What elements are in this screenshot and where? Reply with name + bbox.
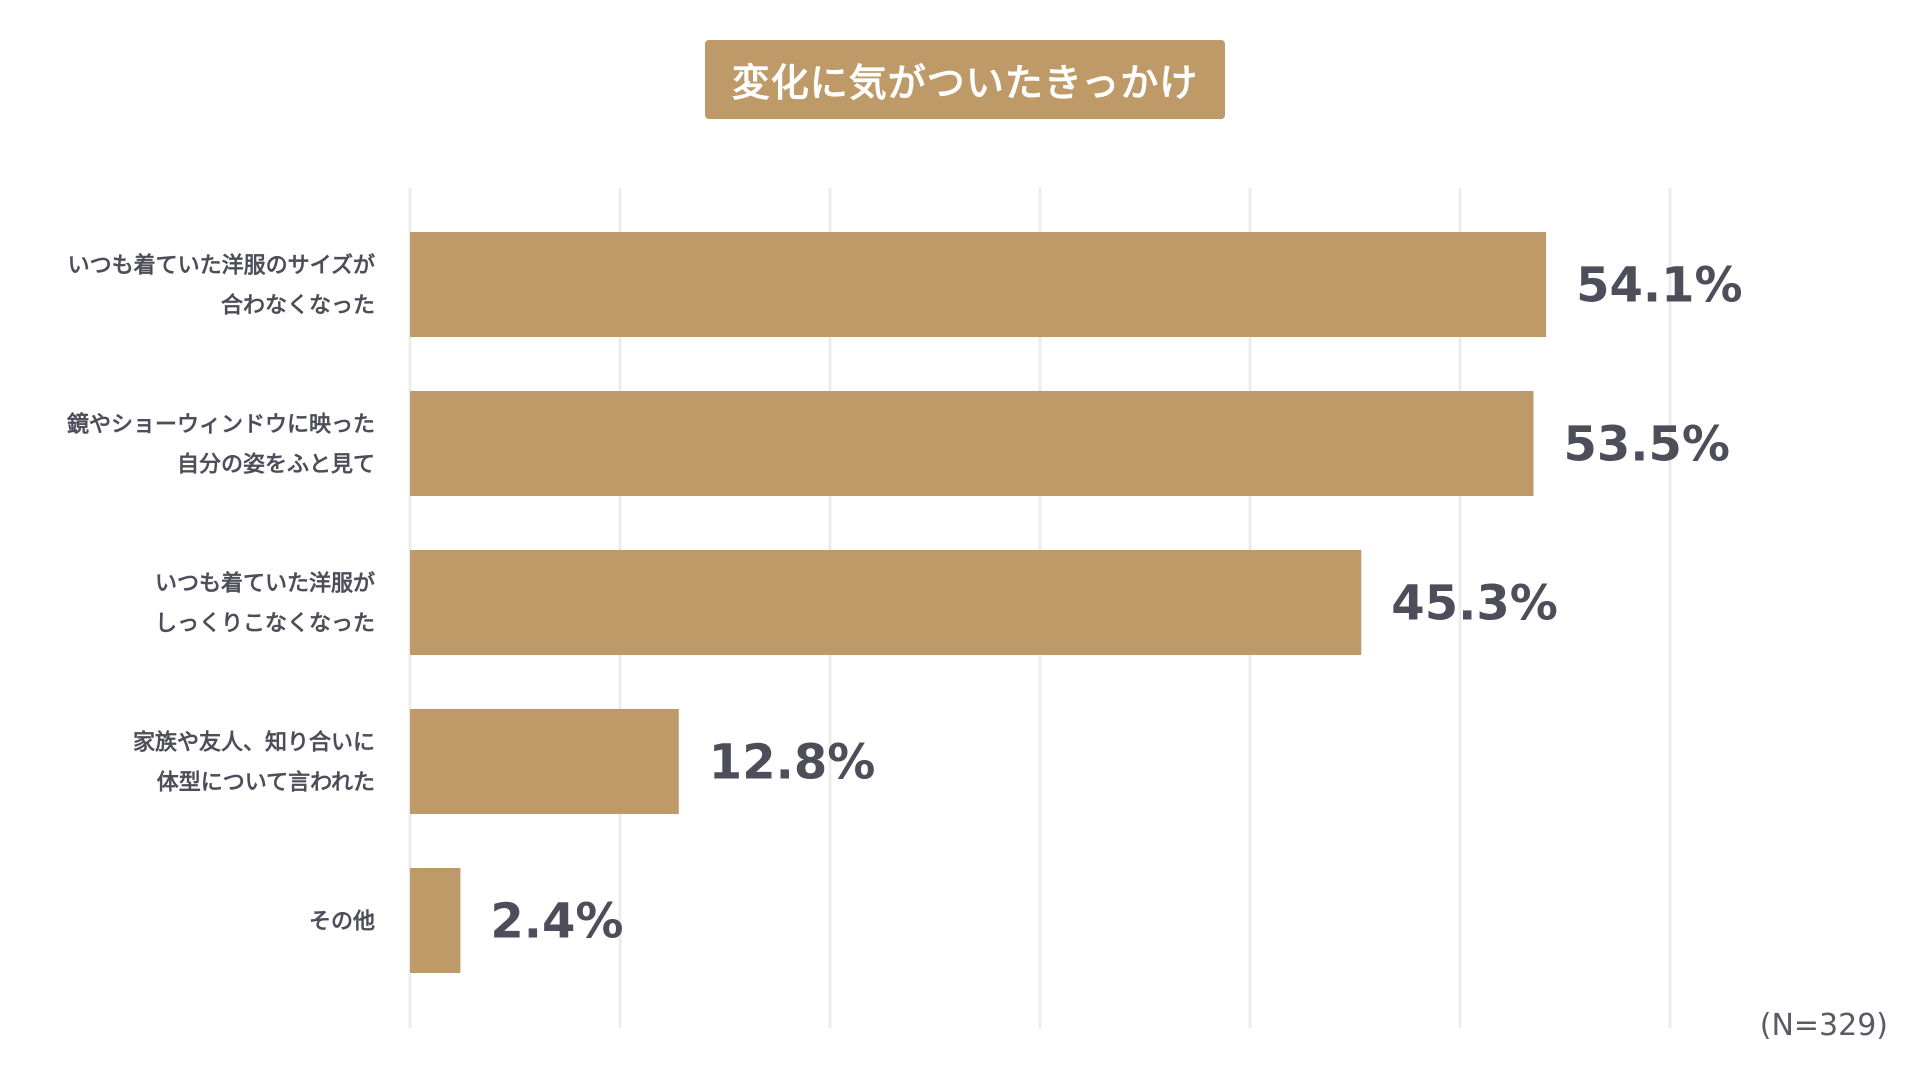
- category-label: いつも着ていた洋服のサイズが: [68, 253, 375, 279]
- bar-value-label: 2.4%: [490, 894, 623, 950]
- category-label: 家族や友人、知り合いに: [133, 730, 375, 756]
- sample-size-note: (N=329): [1759, 1008, 1888, 1043]
- category-label: いつも着ていた洋服が: [155, 571, 375, 597]
- bar-value-label: 53.5%: [1564, 417, 1731, 473]
- bar: [410, 868, 461, 973]
- bar-value-label: 12.8%: [709, 735, 876, 791]
- category-label: 体型について言われた: [157, 770, 375, 796]
- bar: [410, 391, 1534, 496]
- bar: [410, 232, 1547, 337]
- category-label: 自分の姿をふと見て: [177, 452, 375, 478]
- bar-value-label: 54.1%: [1576, 258, 1743, 314]
- category-label: その他: [309, 910, 375, 935]
- category-label: 合わなくなった: [221, 293, 375, 319]
- chart-title-box: 変化に気がついたきっかけ: [705, 40, 1225, 119]
- category-label: しっくりこなくなった: [155, 612, 375, 637]
- chart-title: 変化に気がついたきっかけ: [731, 61, 1199, 105]
- category-label: 鏡やショーウィンドウに映った: [67, 412, 375, 438]
- bar-value-label: 45.3%: [1391, 576, 1558, 632]
- bar: [410, 709, 679, 814]
- bar: [410, 550, 1362, 655]
